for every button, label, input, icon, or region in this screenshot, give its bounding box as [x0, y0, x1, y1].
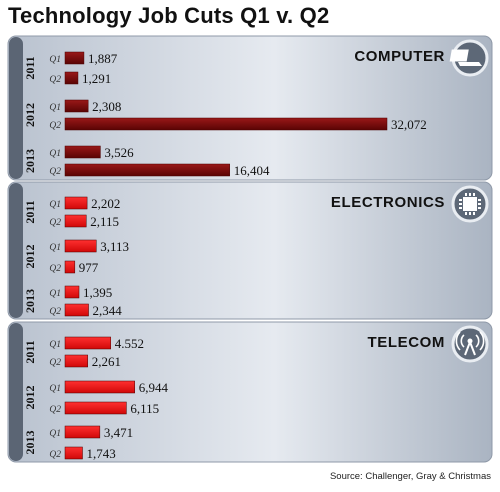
quarter-label: Q1 — [49, 340, 61, 350]
chip-pin — [459, 207, 462, 209]
panel-strip — [9, 183, 23, 318]
chip-pin — [465, 212, 467, 215]
year-label: 2011 — [23, 340, 37, 363]
quarter-label: Q1 — [49, 429, 61, 439]
antenna-leg — [464, 341, 471, 356]
chip-pin — [459, 199, 462, 201]
antenna-leg — [469, 341, 476, 356]
quarter-label: Q1 — [49, 149, 61, 159]
value-label: 1,887 — [88, 51, 118, 66]
value-label: 2,344 — [93, 303, 123, 318]
bar — [64, 303, 89, 317]
laptop-base — [458, 62, 482, 66]
quarter-label: Q2 — [49, 121, 61, 131]
quarter-label: Q1 — [49, 200, 61, 210]
year-label: 2013 — [23, 289, 37, 313]
value-label: 3,526 — [104, 145, 134, 160]
bar — [64, 239, 97, 253]
quarter-label: Q2 — [49, 167, 61, 177]
chart-title: Technology Job Cuts Q1 v. Q2 — [8, 3, 330, 28]
bar — [64, 336, 111, 350]
panel-label: TELECOM — [367, 334, 445, 351]
value-label: 4.552 — [115, 336, 144, 351]
chip-pin — [459, 203, 462, 205]
value-label: 2,261 — [92, 354, 121, 369]
quarter-label: Q2 — [49, 264, 61, 274]
quarter-label: Q2 — [49, 307, 61, 317]
value-label: 1,743 — [86, 446, 115, 461]
laptop-screen — [449, 49, 469, 62]
signal-wave — [460, 334, 465, 348]
antenna-tip — [467, 338, 473, 344]
value-label: 32,072 — [391, 117, 427, 132]
quarter-label: Q2 — [49, 218, 61, 228]
quarter-label: Q2 — [49, 358, 61, 368]
quarter-label: Q2 — [49, 75, 61, 85]
value-label: 2,115 — [90, 214, 119, 229]
year-label: 2012 — [23, 103, 37, 127]
signal-wave — [479, 331, 485, 351]
year-label: 2011 — [23, 200, 37, 223]
signal-wave — [475, 334, 480, 348]
bar — [64, 163, 230, 177]
value-label: 1,291 — [82, 71, 111, 86]
bar — [64, 260, 76, 274]
panel-computer — [7, 35, 493, 181]
value-label: 2,308 — [92, 99, 121, 114]
quarter-label: Q1 — [49, 289, 61, 299]
source-note: Source: Challenger, Gray & Christmas — [329, 471, 491, 482]
panel-telecom — [7, 321, 493, 463]
value-label: 3,113 — [100, 239, 129, 254]
year-label: 2012 — [23, 386, 37, 410]
chip-pin — [478, 207, 481, 209]
quarter-label: Q2 — [49, 405, 61, 415]
quarter-label: Q2 — [49, 450, 61, 460]
value-label: 16,404 — [234, 163, 270, 178]
chip-pin — [465, 193, 467, 196]
panel-label: COMPUTER — [354, 48, 445, 65]
bar — [64, 380, 135, 394]
panel-label: ELECTRONICS — [331, 194, 445, 211]
chip-pin — [469, 193, 471, 196]
bar — [64, 214, 87, 228]
quarter-label: Q1 — [49, 243, 61, 253]
year-label: 2013 — [23, 149, 37, 173]
quarter-label: Q1 — [49, 55, 61, 65]
bar — [64, 145, 101, 159]
bar — [64, 51, 85, 65]
panel-strip — [9, 323, 23, 461]
year-label: 2011 — [23, 56, 37, 79]
bar — [64, 196, 88, 210]
quarter-label: Q1 — [49, 384, 61, 394]
chip-pin — [478, 203, 481, 205]
bar — [64, 446, 83, 460]
signal-wave — [455, 331, 461, 351]
bar — [64, 71, 79, 85]
bar — [64, 354, 88, 368]
value-label: 1,395 — [83, 285, 112, 300]
bar — [64, 117, 388, 131]
chip-body — [463, 197, 477, 211]
bar — [64, 285, 80, 299]
panel-strip — [9, 37, 23, 179]
chip-pin — [473, 212, 475, 215]
bar — [64, 99, 89, 113]
chip-pin — [473, 193, 475, 196]
quarter-label: Q1 — [49, 103, 61, 113]
bar — [64, 401, 127, 415]
value-label: 6,944 — [139, 380, 169, 395]
year-label: 2012 — [23, 245, 37, 269]
chip-pin — [478, 199, 481, 201]
value-label: 977 — [79, 260, 99, 275]
chip-pin — [469, 212, 471, 215]
value-label: 3,471 — [104, 425, 133, 440]
year-label: 2013 — [23, 431, 37, 455]
panel-electronics — [7, 181, 493, 320]
value-label: 6,115 — [130, 401, 159, 416]
value-label: 2,202 — [91, 196, 120, 211]
bar — [64, 425, 101, 439]
